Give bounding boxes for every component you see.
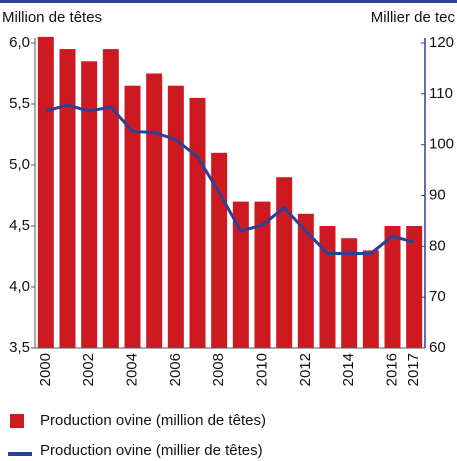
y-tick-label: 4,5 [9,217,30,234]
bar [384,226,401,348]
y-axis-title: Million de têtes [2,9,102,26]
x-tick-label: 2016 [383,353,400,386]
y-tick-label: 5,5 [9,95,30,112]
bar [406,226,423,348]
y-tick-label: 3,5 [9,339,30,356]
bar [167,85,184,348]
y2-tick-label: 110 [429,85,453,102]
y2-tick-label: 80 [429,237,446,254]
bar [37,36,54,349]
y2-tick-label: 90 [429,186,446,203]
top-rule [0,0,457,3]
line [45,103,415,255]
bar [319,226,336,348]
y2-tick-label: 100 [429,136,454,153]
x-tick-label: 2014 [340,353,357,386]
x-tick-label: 2004 [123,353,140,386]
bar [102,49,119,348]
y2-tick-label: 120 [429,34,454,51]
legend-label: Production ovine (million de têtes) [40,412,266,429]
legend-label: Production ovine (millier de têtes) [40,442,263,459]
y2-tick-label: 70 [429,288,446,305]
bar [232,201,249,348]
y2-tick-label: 60 [429,339,446,356]
bar [341,238,358,348]
bar [254,201,271,348]
x-tick-label: 2002 [80,353,97,386]
x-tick-label: 2000 [37,353,54,386]
bar [276,177,293,348]
y-tick-label: 6,0 [9,34,30,51]
bar [297,213,314,348]
x-tick-label: 2010 [253,353,270,386]
bar [59,49,76,348]
x-tick-label: 2012 [297,353,314,386]
x-tick-label: 2017 [405,353,422,386]
y-tick-label: 4,0 [9,278,30,295]
y-tick-label: 5,0 [9,156,30,173]
bar [124,85,141,348]
x-tick-label: 2008 [210,353,227,386]
bar [189,97,206,349]
bar [81,61,98,349]
legend-swatch [10,414,24,428]
bar [362,250,379,348]
bar [146,73,163,348]
y2-axis-title: Millier de tec [371,9,456,26]
x-tick-label: 2006 [167,353,184,386]
